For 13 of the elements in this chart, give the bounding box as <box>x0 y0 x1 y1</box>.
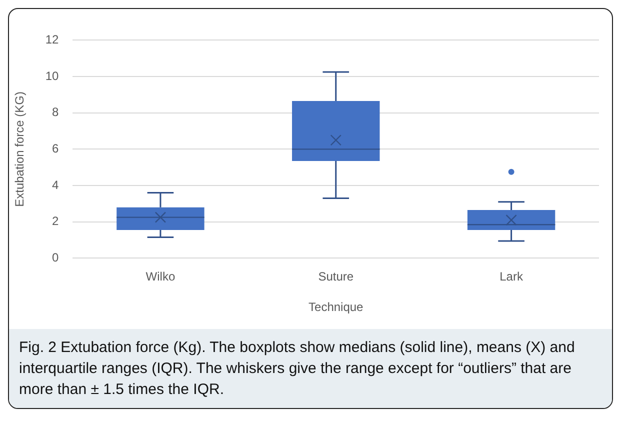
y-tick-label: 8 <box>52 105 60 120</box>
y-tick-label: 0 <box>52 250 60 265</box>
x-tick-label: Lark <box>500 270 524 284</box>
y-tick-label: 6 <box>52 142 60 156</box>
y-tick-label: 12 <box>45 32 60 47</box>
y-tick-label: 4 <box>52 178 60 192</box>
x-tick-label: Wilko <box>146 270 176 284</box>
x-axis-title: Technique <box>308 300 364 314</box>
y-tick-label: 2 <box>52 214 60 228</box>
caption: Fig. 2 Extubation force (Kg). The boxplots show medians (solid line), means (X) and interquartile ranges (IQR). The whiskers give the range except for “outliers” that are more than ± 1.5 times the IQR. <box>19 338 576 400</box>
x-tick-label: Suture <box>318 270 354 284</box>
y-tick-label: 10 <box>45 68 60 83</box>
y-axis-title: Extubation force (KG) <box>12 92 27 207</box>
